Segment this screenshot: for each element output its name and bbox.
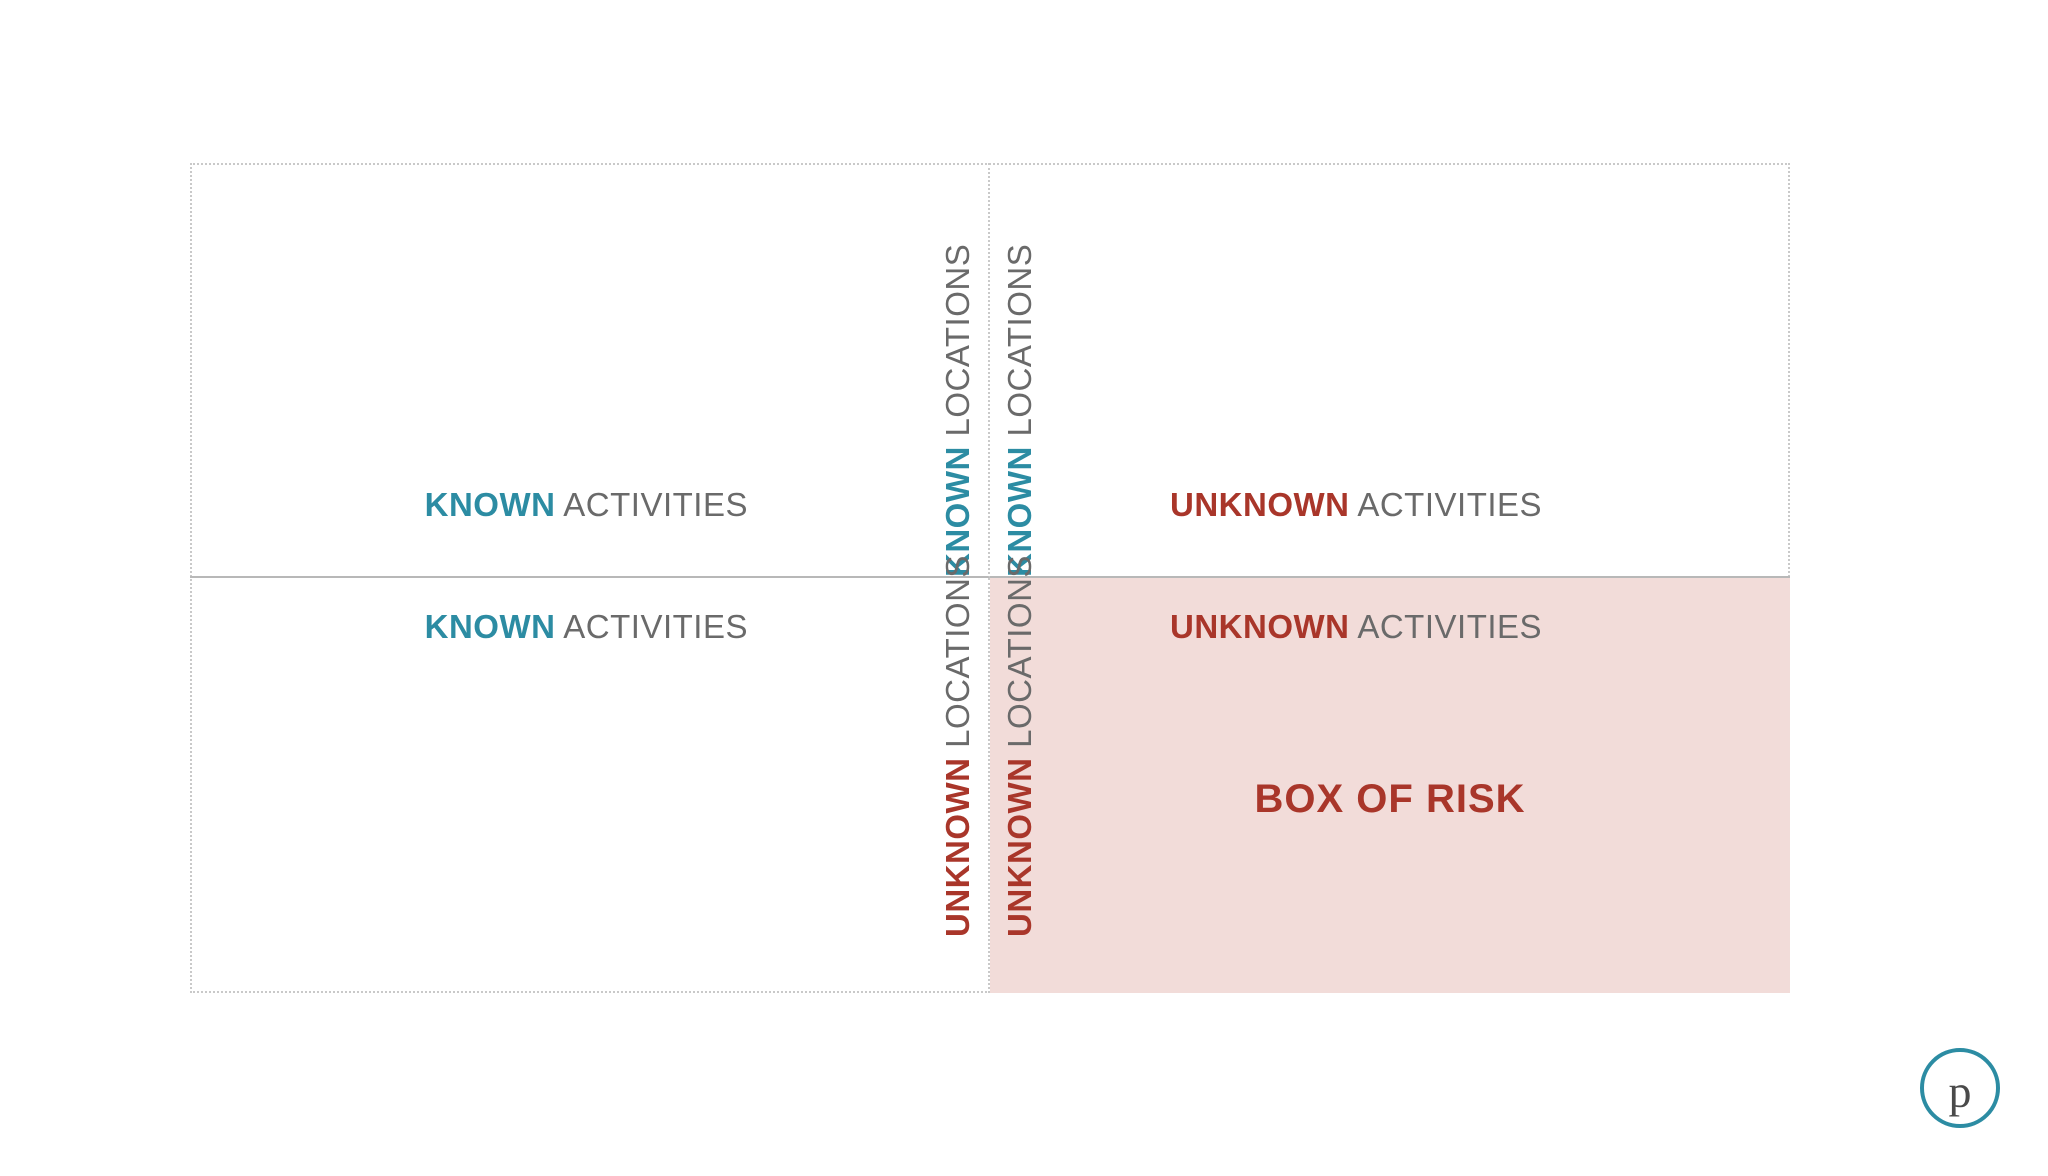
- activities-label-top-left: KNOWN ACTIVITIES: [425, 486, 748, 524]
- activities-label-top-right: UNKNOWN ACTIVITIES: [1170, 486, 1542, 524]
- quadrant-top-right: KNOWN LOCATIONS UNKNOWN ACTIVITIES: [990, 163, 1790, 578]
- locations-label-bottom-left: UNKNOWN LOCATIONS: [939, 577, 977, 937]
- activities-label-bottom-right: UNKNOWN ACTIVITIES: [1170, 608, 1542, 646]
- locations-plain: LOCATIONS: [939, 244, 976, 437]
- locations-plain: LOCATIONS: [939, 555, 976, 748]
- locations-label-bottom-right: UNKNOWN LOCATIONS: [1001, 577, 1039, 937]
- locations-label-top-right: KNOWN LOCATIONS: [1001, 217, 1039, 577]
- activities-plain: ACTIVITIES: [563, 486, 748, 523]
- brand-logo-glyph: p: [1949, 1069, 1972, 1115]
- locations-plain: LOCATIONS: [1001, 244, 1038, 437]
- activities-strong: UNKNOWN: [1170, 486, 1349, 523]
- quadrant-bottom-right: UNKNOWN LOCATIONS UNKNOWN ACTIVITIES BOX…: [990, 578, 1790, 993]
- activities-strong: KNOWN: [425, 486, 556, 523]
- risk-matrix: KNOWN ACTIVITIES KNOWN LOCATIONS KNOWN L…: [190, 163, 1790, 993]
- activities-plain: ACTIVITIES: [563, 608, 748, 645]
- locations-strong: UNKNOWN: [939, 758, 976, 937]
- activities-plain: ACTIVITIES: [1357, 608, 1542, 645]
- activities-strong: UNKNOWN: [1170, 608, 1349, 645]
- activities-label-bottom-left: KNOWN ACTIVITIES: [425, 608, 748, 646]
- risk-title: BOX OF RISK: [990, 777, 1790, 822]
- brand-logo-icon: p: [1920, 1048, 2000, 1128]
- quadrant-top-left: KNOWN ACTIVITIES KNOWN LOCATIONS: [190, 163, 990, 578]
- activities-plain: ACTIVITIES: [1357, 486, 1542, 523]
- quadrant-bottom-left: KNOWN ACTIVITIES UNKNOWN LOCATIONS: [190, 578, 990, 993]
- locations-label-top-left: KNOWN LOCATIONS: [939, 217, 977, 577]
- locations-plain: LOCATIONS: [1001, 555, 1038, 748]
- activities-strong: KNOWN: [425, 608, 556, 645]
